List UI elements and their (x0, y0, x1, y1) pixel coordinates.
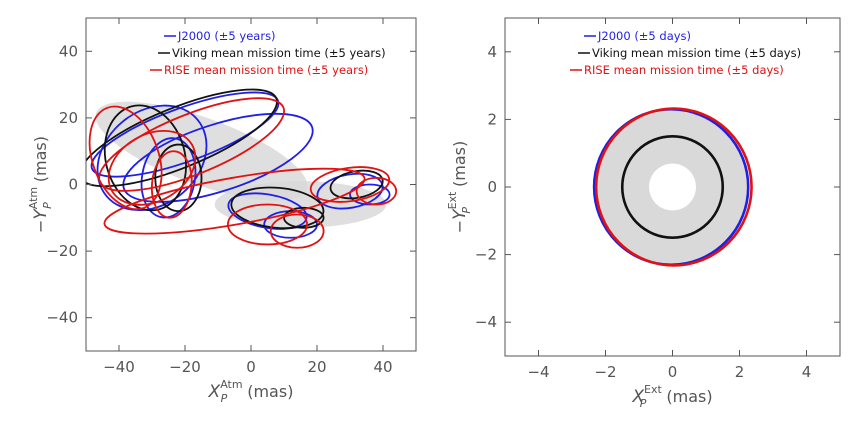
x-tick-label: −4 (527, 363, 549, 381)
uncertainty-band (95, 101, 308, 201)
legend: J2000 (±5 years) Viking mean mission time… (150, 29, 386, 77)
x-tick-label: 4 (802, 363, 812, 381)
x-tick-label: 40 (373, 358, 392, 376)
series-loop-red (107, 130, 197, 206)
x-tick-label: −20 (169, 358, 201, 376)
y-tick-label: 40 (59, 42, 78, 60)
uncertainty-band (214, 181, 387, 228)
legend-entry: Viking mean mission time (±5 days) (592, 46, 801, 60)
series-loop-red (309, 166, 391, 203)
x-tick-label: −40 (103, 358, 135, 376)
chart-2: −4 −2 0 2 4 −4 −2 0 2 4 XExt P (mas) −YExtP(mas) J2000… (446, 17, 841, 410)
y-tick-label: −4 (475, 313, 497, 331)
x-axis-label: XExt P (mas) (631, 383, 712, 410)
series-loop-black (230, 186, 325, 230)
y-axis-label: −YExtP(mas) (446, 141, 473, 233)
x-tick-label: 2 (735, 363, 745, 381)
y-tick-label: −2 (475, 246, 497, 264)
x-tick-label: 0 (246, 358, 256, 376)
y-tick-label: −40 (46, 309, 78, 327)
plot-area (592, 107, 753, 267)
series-circle-red (594, 107, 753, 267)
series-circle-black (620, 135, 725, 240)
legend-entry: RISE mean mission time (±5 years) (164, 63, 368, 77)
series-loop-blue (96, 104, 208, 212)
series-loop-blue (122, 112, 314, 203)
uncertainty-band (595, 109, 750, 265)
series-loop-red (355, 176, 398, 206)
legend-entry: J2000 (±5 days) (597, 29, 691, 43)
legend-entry: Viking mean mission time (±5 years) (172, 46, 386, 60)
y-tick-label: 0 (68, 176, 78, 194)
series-loop-black (283, 206, 325, 229)
x-tick-label: 20 (307, 358, 326, 376)
series-loop-blue (140, 137, 197, 219)
y-tick-label: 4 (487, 43, 497, 61)
series-loop-red (103, 167, 366, 235)
legend: J2000 (±5 days) Viking mean mission time … (570, 29, 801, 77)
series-loop-red (269, 213, 325, 249)
y-tick-label: −20 (46, 242, 78, 260)
y-tick-label: 0 (487, 178, 497, 196)
chart-1: −40 −20 0 20 40 −40 −20 0 20 40 XAtm P (mas) −YAtmP(m… (27, 17, 417, 405)
x-tick-label: −2 (594, 363, 616, 381)
series-loop-black (103, 104, 187, 212)
plot-area (86, 88, 398, 249)
series-loop-black (154, 143, 203, 213)
legend-entry: J2000 (±5 years) (177, 29, 276, 43)
x-axis-label: XAtm P (mas) (208, 378, 294, 405)
legend-entry: RISE mean mission time (±5 days) (584, 63, 784, 77)
y-axis-label: −YAtmP(mas) (27, 136, 54, 233)
y-tick-label: 2 (487, 110, 497, 128)
x-tick-label: 0 (668, 363, 678, 381)
y-tick-label: 20 (59, 109, 78, 127)
series-loop-red (88, 105, 163, 211)
series-loop-red (226, 203, 308, 246)
